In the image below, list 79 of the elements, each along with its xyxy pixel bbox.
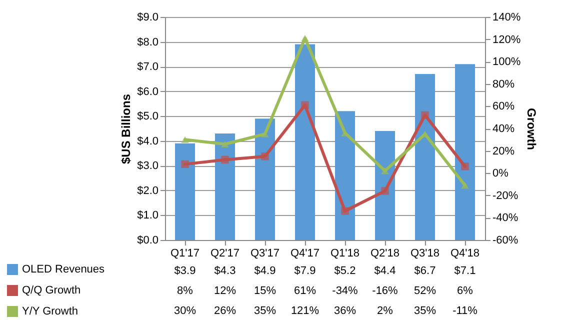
data-label: 26% [214,305,236,317]
y-tick-label: $9.0 [137,12,158,24]
data-label: -11% [452,305,478,317]
data-label: $4.3 [214,265,236,277]
y2-axis-title: Growth [524,108,539,150]
data-label: 36% [334,305,356,317]
y2-tick-label: 20% [492,145,515,158]
point [301,101,309,109]
y2-tick-label: -20% [492,190,518,202]
y-axis-title: $US Billions [119,94,134,164]
point [301,34,309,42]
data-label: 2% [377,305,394,317]
y2-tick-label: -40% [492,212,518,224]
data-label: 121% [290,305,320,317]
bar [375,130,395,240]
data-label: -16% [372,285,398,297]
point [381,187,389,195]
y2-tick-label: 80% [492,78,515,90]
x-tick-label: Q3'17 [250,248,280,260]
data-label: 6% [457,285,474,297]
data-label: 35% [254,305,276,317]
y-tick-label: $6.0 [137,86,158,98]
y-tick-label: $3.0 [137,160,158,172]
data-label: 8% [177,285,194,297]
data-label: 52% [414,285,436,297]
y2-tick-label: 40% [492,123,515,135]
data-label: $7.9 [294,265,316,277]
bar [295,44,315,240]
y-tick-label: $2.0 [137,184,158,197]
bar [215,133,235,240]
x-tick-label: Q1'17 [170,248,200,260]
data-label: $4.4 [374,265,396,277]
data-label: 61% [294,285,316,297]
y2-tick-label: 120% [492,34,521,46]
data-label: 15% [254,285,276,297]
data-label: -34% [332,285,358,297]
bar [255,118,275,240]
data-label: $7.1 [454,265,476,277]
bar [455,64,475,240]
y2-tick-label: -60% [492,234,518,246]
legend-label: OLED Revenues [22,264,106,276]
point [181,160,189,168]
x-tick-label: Q2'18 [370,248,400,260]
point [461,182,469,189]
point [261,152,269,160]
y2-tick-label: 60% [492,100,515,113]
bar [415,74,435,240]
point [341,207,349,215]
point [461,162,469,170]
point [181,136,189,144]
x-tick-label: Q2'17 [210,248,240,260]
y2-tick-label: 0% [492,168,509,180]
point [221,140,229,148]
legend-label: Y/Y Growth [22,306,78,318]
y2-tick-label: 100% [492,56,521,68]
y-tick-label: $0.0 [137,234,158,246]
y-tick-label: $7.0 [137,61,158,74]
point [381,168,389,174]
y2-tick-label: 140% [492,12,521,24]
x-tick-label: Q1'18 [330,248,360,260]
data-label: $5.2 [334,265,356,277]
point [221,156,229,164]
data-label: 35% [414,305,436,317]
y-tick-label: $5.0 [137,110,158,123]
legend-label: Q/Q Growth [22,284,81,296]
data-label: $3.9 [174,265,196,277]
data-label: $6.7 [414,265,436,277]
x-tick-label: Q4'18 [450,248,480,260]
x-tick-label: Q4'17 [290,248,320,260]
data-label: 12% [214,285,236,297]
y-tick-label: $8.0 [137,36,158,48]
point [421,111,429,119]
data-label: $4.9 [254,265,276,277]
x-tick-label: Q3'18 [410,248,440,260]
data-label: 30% [174,305,196,317]
point [261,130,269,138]
y-tick-label: $4.0 [137,135,158,148]
y-tick-label: $1.0 [137,210,158,222]
bar [175,143,195,240]
